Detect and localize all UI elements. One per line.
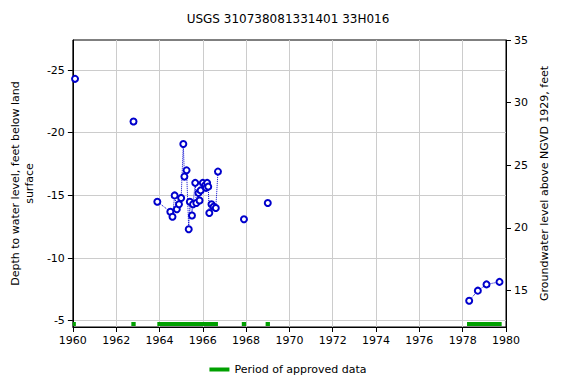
svg-text:30: 30 xyxy=(514,96,528,109)
svg-text:Groundwater level above NGVD 1: Groundwater level above NGVD 1929, feet xyxy=(538,65,551,301)
svg-text:-20: -20 xyxy=(47,126,65,139)
svg-text:15: 15 xyxy=(514,284,528,297)
svg-text:1964: 1964 xyxy=(145,334,173,347)
svg-text:1976: 1976 xyxy=(405,334,433,347)
svg-text:25: 25 xyxy=(514,159,528,172)
svg-text:1960: 1960 xyxy=(59,334,87,347)
svg-text:1974: 1974 xyxy=(362,334,390,347)
svg-text:-10: -10 xyxy=(47,252,65,265)
svg-text:surface: surface xyxy=(23,163,36,204)
svg-text:1966: 1966 xyxy=(189,334,217,347)
svg-text:Depth to water level, feet bel: Depth to water level, feet below land xyxy=(9,81,22,286)
svg-text:35: 35 xyxy=(514,34,528,47)
svg-text:-5: -5 xyxy=(54,314,65,327)
svg-text:1970: 1970 xyxy=(275,334,303,347)
svg-text:1968: 1968 xyxy=(232,334,260,347)
svg-text:USGS 310738081331401 33H016: USGS 310738081331401 33H016 xyxy=(187,12,390,26)
svg-text:1962: 1962 xyxy=(102,334,130,347)
svg-text:Period of approved data: Period of approved data xyxy=(234,363,366,376)
svg-text:-25: -25 xyxy=(47,64,65,77)
svg-text:1980: 1980 xyxy=(492,334,520,347)
svg-text:20: 20 xyxy=(514,221,528,234)
svg-text:1972: 1972 xyxy=(319,334,347,347)
svg-text:-15: -15 xyxy=(47,189,65,202)
svg-text:1978: 1978 xyxy=(449,334,477,347)
